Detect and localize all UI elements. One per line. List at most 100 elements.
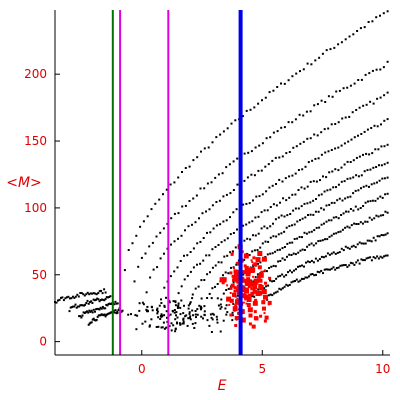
data-point bbox=[92, 292, 95, 295]
data-point bbox=[340, 247, 343, 250]
data-point bbox=[374, 148, 377, 151]
data-point bbox=[299, 219, 301, 222]
data-point bbox=[340, 144, 343, 147]
data-point bbox=[253, 295, 256, 298]
data-point bbox=[146, 309, 149, 312]
data-point bbox=[323, 128, 326, 131]
data-point bbox=[76, 305, 79, 308]
data-point bbox=[235, 299, 240, 305]
data-point bbox=[87, 323, 90, 326]
data-point bbox=[176, 266, 179, 269]
data-point bbox=[277, 233, 280, 236]
data-point bbox=[258, 195, 261, 198]
data-point bbox=[367, 256, 370, 259]
data-point bbox=[283, 230, 286, 233]
data-point bbox=[334, 168, 337, 171]
data-point bbox=[170, 329, 173, 332]
data-point bbox=[219, 303, 222, 306]
data-point bbox=[211, 141, 214, 144]
data-point bbox=[266, 227, 269, 230]
data-point bbox=[310, 259, 313, 262]
data-point bbox=[349, 84, 352, 87]
data-point bbox=[296, 237, 299, 240]
data-point bbox=[159, 231, 162, 234]
data-point bbox=[252, 280, 255, 283]
data-point bbox=[85, 302, 88, 304]
data-point bbox=[81, 304, 84, 307]
data-point bbox=[254, 298, 258, 302]
data-point bbox=[249, 108, 252, 111]
data-point bbox=[138, 309, 141, 312]
data-point bbox=[270, 265, 273, 268]
data-point bbox=[224, 307, 227, 310]
data-point bbox=[280, 288, 283, 291]
data-point bbox=[327, 150, 330, 153]
data-point bbox=[376, 125, 379, 128]
data-point bbox=[257, 251, 263, 256]
data-point bbox=[305, 261, 307, 264]
data-point bbox=[230, 252, 234, 256]
data-point bbox=[201, 212, 204, 215]
data-point bbox=[211, 248, 214, 251]
data-point bbox=[242, 203, 245, 206]
data-point bbox=[352, 33, 355, 36]
data-point bbox=[357, 189, 360, 192]
data-point bbox=[107, 296, 109, 299]
data-point bbox=[317, 240, 320, 243]
data-point bbox=[307, 161, 310, 164]
data-point bbox=[264, 165, 267, 168]
data-point bbox=[303, 265, 305, 268]
data-point bbox=[173, 309, 176, 311]
data-point bbox=[265, 190, 268, 193]
data-point bbox=[75, 306, 78, 309]
data-point bbox=[65, 296, 68, 299]
data-point bbox=[318, 271, 321, 274]
data-point bbox=[200, 305, 202, 308]
data-point bbox=[203, 310, 206, 313]
data-point bbox=[302, 277, 305, 280]
data-point bbox=[182, 318, 185, 321]
data-point bbox=[173, 181, 176, 184]
data-point bbox=[229, 216, 231, 219]
data-point bbox=[200, 297, 203, 300]
data-point bbox=[284, 177, 287, 180]
data-point bbox=[169, 183, 172, 186]
data-point bbox=[372, 166, 375, 169]
data-point bbox=[157, 325, 160, 328]
data-point bbox=[273, 280, 276, 282]
data-point bbox=[160, 315, 163, 318]
data-point bbox=[192, 159, 195, 162]
data-point bbox=[229, 192, 232, 195]
data-point bbox=[271, 252, 274, 255]
data-point bbox=[151, 309, 154, 312]
data-point bbox=[356, 30, 359, 32]
data-point bbox=[196, 308, 199, 311]
data-point bbox=[69, 306, 72, 309]
data-point bbox=[252, 199, 254, 202]
data-point bbox=[306, 62, 309, 65]
data-point bbox=[313, 104, 316, 107]
data-point bbox=[101, 292, 104, 295]
data-point bbox=[222, 278, 227, 283]
data-point bbox=[272, 131, 275, 134]
data-point bbox=[312, 244, 315, 247]
data-point bbox=[139, 225, 142, 228]
data-point bbox=[320, 255, 323, 258]
data-point bbox=[236, 228, 238, 231]
data-point bbox=[249, 267, 255, 272]
data-point bbox=[366, 220, 369, 223]
data-point bbox=[214, 285, 216, 288]
data-point bbox=[297, 169, 300, 171]
data-point bbox=[322, 256, 325, 259]
data-point bbox=[82, 311, 85, 314]
data-point bbox=[76, 293, 79, 296]
data-point bbox=[346, 86, 349, 89]
data-point bbox=[94, 292, 97, 295]
data-point bbox=[220, 261, 223, 264]
x-tick-label: 0 bbox=[138, 362, 146, 376]
data-point bbox=[81, 314, 84, 317]
data-point bbox=[313, 229, 316, 232]
data-point bbox=[346, 246, 349, 249]
data-point bbox=[383, 255, 386, 258]
data-point bbox=[267, 303, 270, 306]
